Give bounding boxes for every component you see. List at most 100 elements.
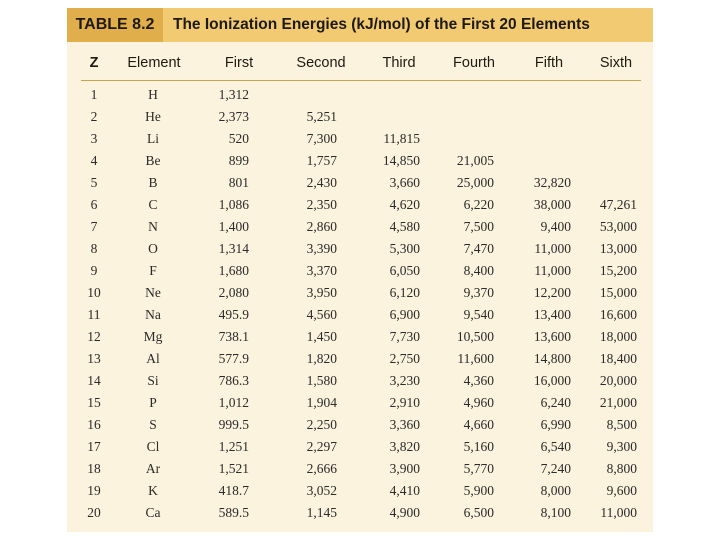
cell-z: 15 bbox=[87, 395, 101, 410]
cell-sixth: 18,000 bbox=[599, 329, 637, 344]
table-title: The Ionization Energies (kJ/mol) of the … bbox=[173, 16, 590, 33]
cell-element: Be bbox=[145, 153, 161, 168]
cell-z: 19 bbox=[87, 483, 101, 498]
cell-third: 6,120 bbox=[389, 285, 420, 300]
cell-sixth: 53,000 bbox=[599, 219, 637, 234]
cell-sixth bbox=[583, 106, 637, 128]
cell-element: Ne bbox=[145, 285, 161, 300]
table-row: 15 P 1,012 1,904 2,910 4,960 6,240 21,000 bbox=[67, 392, 653, 414]
cell-fourth: 6,220 bbox=[463, 197, 494, 212]
table-row: 7 N 1,400 2,860 4,580 7,500 9,400 53,000 bbox=[67, 216, 653, 238]
cell-fourth bbox=[440, 106, 494, 128]
cell-element: H bbox=[148, 87, 158, 102]
cell-fifth: 13,600 bbox=[533, 329, 571, 344]
header-first: First bbox=[224, 55, 254, 71]
cell-second: 1,904 bbox=[306, 395, 337, 410]
cell-element: B bbox=[148, 175, 158, 190]
cell-second: 7,300 bbox=[306, 131, 337, 146]
table-number: TABLE 8.2 bbox=[67, 8, 163, 42]
cell-first: 495.9 bbox=[218, 307, 249, 322]
cell-third: 3,820 bbox=[389, 439, 420, 454]
cell-second: 5,251 bbox=[306, 109, 337, 124]
cell-z: 2 bbox=[90, 109, 98, 124]
cell-fifth: 38,000 bbox=[533, 197, 571, 212]
cell-fourth: 9,370 bbox=[463, 285, 494, 300]
cell-first: 899 bbox=[228, 153, 249, 168]
table-header-bar: TABLE 8.2 The Ionization Energies (kJ/mo… bbox=[67, 8, 653, 42]
cell-z: 11 bbox=[87, 307, 101, 322]
header-sixth: Sixth bbox=[599, 55, 633, 71]
cell-third: 2,910 bbox=[389, 395, 420, 410]
table-row: 11 Na 495.9 4,560 6,900 9,540 13,400 16,600 bbox=[67, 304, 653, 326]
cell-fourth: 9,540 bbox=[463, 307, 494, 322]
cell-fourth bbox=[440, 128, 494, 150]
cell-first: 1,521 bbox=[218, 461, 249, 476]
cell-element: Na bbox=[145, 307, 161, 322]
cell-sixth: 20,000 bbox=[599, 373, 637, 388]
table-row: 18 Ar 1,521 2,666 3,900 5,770 7,240 8,800 bbox=[67, 458, 653, 480]
cell-fifth: 16,000 bbox=[533, 373, 571, 388]
cell-sixth: 16,600 bbox=[599, 307, 637, 322]
cell-z: 4 bbox=[90, 153, 98, 168]
table-row: 1 H 1,312 bbox=[67, 84, 653, 106]
cell-fourth: 8,400 bbox=[463, 263, 494, 278]
cell-fifth: 6,240 bbox=[540, 395, 571, 410]
cell-fourth: 7,470 bbox=[463, 241, 494, 256]
cell-first: 1,312 bbox=[218, 87, 249, 102]
cell-z: 10 bbox=[87, 285, 101, 300]
cell-z: 17 bbox=[87, 439, 101, 454]
cell-z: 18 bbox=[87, 461, 101, 476]
cell-element: S bbox=[149, 417, 157, 432]
cell-z: 9 bbox=[90, 263, 98, 278]
cell-first: 589.5 bbox=[218, 505, 249, 520]
cell-first: 999.5 bbox=[218, 417, 249, 432]
cell-second: 1,145 bbox=[306, 505, 337, 520]
cell-third: 6,050 bbox=[389, 263, 420, 278]
cell-first: 786.3 bbox=[218, 373, 249, 388]
cell-fifth: 6,540 bbox=[540, 439, 571, 454]
column-headers: Z Element First Second Third Fourth Fift… bbox=[67, 50, 653, 76]
cell-second: 3,370 bbox=[306, 263, 337, 278]
cell-third: 14,850 bbox=[382, 153, 420, 168]
cell-sixth: 47,261 bbox=[599, 197, 637, 212]
cell-element: Ca bbox=[145, 505, 161, 520]
cell-second bbox=[283, 84, 337, 106]
cell-fifth: 8,000 bbox=[540, 483, 571, 498]
table-row: 3 Li 520 7,300 11,815 bbox=[67, 128, 653, 150]
table-row: 6 C 1,086 2,350 4,620 6,220 38,000 47,261 bbox=[67, 194, 653, 216]
cell-z: 16 bbox=[87, 417, 101, 432]
header-fifth: Fifth bbox=[534, 55, 564, 71]
cell-sixth: 8,500 bbox=[606, 417, 637, 432]
cell-sixth bbox=[583, 128, 637, 150]
cell-fifth bbox=[517, 106, 571, 128]
cell-element: F bbox=[149, 263, 157, 278]
cell-second: 2,350 bbox=[306, 197, 337, 212]
table-row: 10 Ne 2,080 3,950 6,120 9,370 12,200 15,000 bbox=[67, 282, 653, 304]
cell-element: Al bbox=[146, 351, 160, 366]
cell-first: 1,680 bbox=[218, 263, 249, 278]
cell-first: 801 bbox=[228, 175, 249, 190]
cell-z: 1 bbox=[90, 87, 98, 102]
cell-sixth bbox=[583, 150, 637, 172]
cell-second: 2,250 bbox=[306, 417, 337, 432]
table-row: 14 Si 786.3 1,580 3,230 4,360 16,000 20,000 bbox=[67, 370, 653, 392]
cell-second: 1,820 bbox=[306, 351, 337, 366]
table-row: 5 B 801 2,430 3,660 25,000 32,820 bbox=[67, 172, 653, 194]
cell-fifth bbox=[517, 84, 571, 106]
cell-fifth: 6,990 bbox=[540, 417, 571, 432]
table-row: 8 O 1,314 3,390 5,300 7,470 11,000 13,000 bbox=[67, 238, 653, 260]
cell-first: 577.9 bbox=[218, 351, 249, 366]
cell-second: 2,430 bbox=[306, 175, 337, 190]
table-body: 1 H 1,312 2 He 2,373 5,251 3 Li 520 7,300 11,815 4 Be… bbox=[67, 84, 653, 524]
cell-element: O bbox=[148, 241, 158, 256]
cell-z: 3 bbox=[90, 131, 98, 146]
cell-sixth: 21,000 bbox=[599, 395, 637, 410]
cell-second: 3,390 bbox=[306, 241, 337, 256]
cell-first: 1,400 bbox=[218, 219, 249, 234]
header-fourth: Fourth bbox=[453, 55, 495, 71]
cell-second: 2,860 bbox=[306, 219, 337, 234]
cell-fifth bbox=[517, 150, 571, 172]
cell-first: 2,373 bbox=[218, 109, 249, 124]
cell-element: Ar bbox=[145, 461, 161, 476]
cell-second: 3,052 bbox=[306, 483, 337, 498]
